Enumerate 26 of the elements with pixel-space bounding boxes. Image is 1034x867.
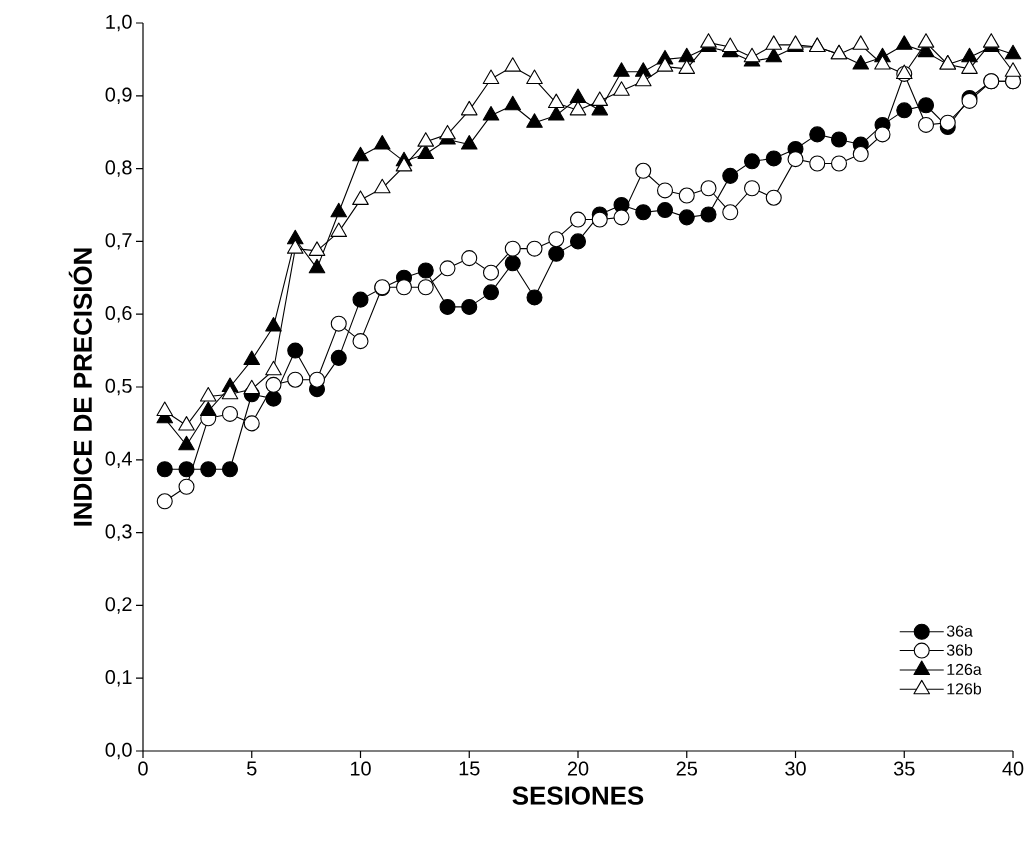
legend-label: 36b: [946, 644, 973, 656]
y-tick-label: 0,5: [105, 378, 132, 396]
x-tick-label: 25: [676, 761, 697, 776]
x-tick-label: 15: [459, 761, 480, 776]
legend-label: 36a: [946, 625, 973, 637]
x-tick-label: 20: [567, 761, 589, 776]
y-tick-label: 0,7: [105, 233, 132, 250]
x-tick-label: 40: [1002, 761, 1024, 776]
x-axis-title: SESIONES: [512, 786, 644, 805]
legend-label: 126a: [947, 663, 982, 676]
y-tick-label: 0,4: [105, 451, 132, 469]
y-tick-label: 0,9: [105, 87, 132, 105]
y-tick-label: 0,1: [105, 669, 132, 687]
y-tick-label: 0,2: [105, 597, 132, 614]
x-tick-label: 0: [138, 761, 148, 776]
x-tick-label: 5: [247, 761, 257, 776]
y-tick-label: 0,3: [105, 524, 132, 541]
x-tick-label: 35: [893, 761, 915, 776]
x-tick-label: 10: [350, 761, 371, 776]
y-tick-label: 1,0: [106, 14, 132, 32]
y-axis-title: INDICE DE PRECISIÓN: [68, 248, 92, 526]
y-tick-label: 0,8: [105, 160, 132, 177]
x-tick-label: 30: [785, 761, 806, 776]
legend-label: 126b: [947, 682, 982, 695]
y-tick-label: 0,6: [105, 305, 132, 323]
y-tick-label: 0,0: [105, 742, 132, 760]
